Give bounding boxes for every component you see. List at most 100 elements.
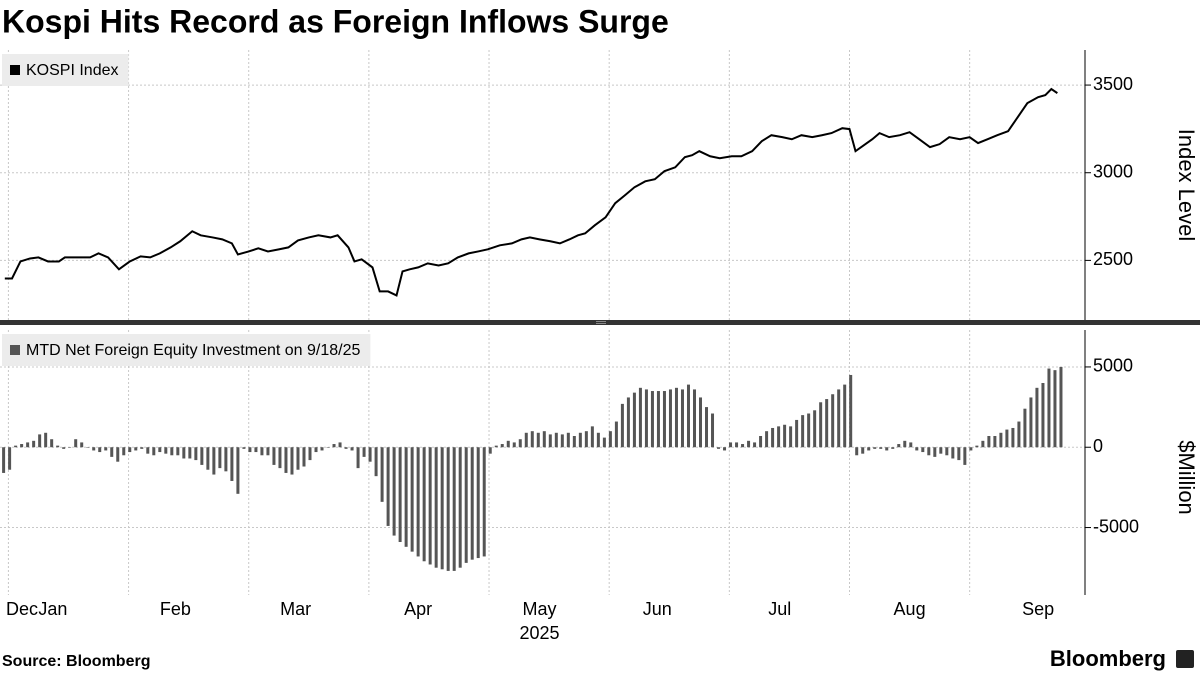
- bar: [140, 447, 144, 449]
- bar: [831, 394, 835, 448]
- source: Source: Bloomberg: [2, 653, 150, 670]
- bar: [873, 447, 877, 449]
- bar: [632, 392, 636, 448]
- bar: [404, 447, 408, 547]
- bar: [344, 447, 348, 449]
- bar: [686, 384, 690, 448]
- bar: [578, 432, 582, 448]
- bar: [218, 447, 222, 469]
- legend-swatch: [10, 65, 20, 75]
- bar: [1011, 427, 1015, 448]
- legend-label: KOSPI Index: [26, 62, 119, 79]
- bar: [1017, 421, 1021, 448]
- bar: [398, 447, 402, 542]
- x-tick-label: Jan: [38, 599, 67, 619]
- bar: [290, 447, 294, 475]
- bar: [668, 389, 672, 448]
- bar: [350, 447, 354, 451]
- bar: [825, 399, 829, 448]
- bar: [753, 442, 757, 448]
- bar: [338, 442, 342, 448]
- bar: [326, 447, 330, 448]
- bar: [1053, 370, 1057, 448]
- bar: [2, 447, 6, 473]
- bar: [741, 444, 745, 448]
- bar: [362, 447, 366, 457]
- bar: [146, 447, 150, 454]
- bar: [104, 447, 108, 451]
- bar: [242, 447, 246, 449]
- bar: [638, 387, 642, 448]
- bar: [494, 445, 498, 448]
- bar: [182, 447, 186, 459]
- bar: [38, 434, 42, 448]
- bar: [915, 447, 919, 451]
- bar: [296, 447, 300, 470]
- bar: [596, 432, 600, 448]
- bar: [1041, 383, 1045, 448]
- legend-box: [2, 54, 129, 86]
- y-tick-label: 3500: [1093, 74, 1133, 94]
- y-tick-label: 2500: [1093, 249, 1133, 269]
- title: Kospi Hits Record as Foreign Inflows Sur…: [2, 3, 669, 39]
- bar: [206, 447, 210, 470]
- x-tick-label: Apr: [404, 599, 432, 619]
- bar: [644, 389, 648, 448]
- bar: [717, 447, 721, 449]
- bar: [680, 389, 684, 448]
- bar: [380, 447, 384, 502]
- bar: [56, 445, 60, 448]
- bar: [554, 432, 558, 448]
- bar: [332, 444, 336, 448]
- legend-swatch: [10, 345, 20, 355]
- bar: [374, 447, 378, 477]
- bar: [602, 437, 606, 448]
- bar: [224, 447, 228, 472]
- bar: [80, 442, 84, 448]
- y-tick-label: -5000: [1093, 516, 1139, 536]
- bar: [963, 447, 967, 465]
- bar: [470, 447, 474, 560]
- bar: [891, 447, 895, 449]
- bar: [777, 426, 781, 448]
- bar: [74, 439, 78, 448]
- legend-label: MTD Net Foreign Equity Investment on 9/1…: [26, 342, 360, 359]
- bar: [1023, 408, 1027, 448]
- bar: [32, 440, 36, 448]
- bar: [879, 447, 883, 449]
- bar: [512, 442, 516, 448]
- bar: [674, 387, 678, 448]
- bar: [969, 447, 973, 451]
- bar: [482, 447, 486, 557]
- bar: [92, 447, 96, 451]
- bar: [861, 447, 865, 454]
- bar: [440, 447, 444, 570]
- bar: [230, 447, 234, 481]
- bar: [536, 432, 540, 448]
- bar: [933, 447, 937, 457]
- bar: [626, 397, 630, 448]
- bar: [416, 447, 420, 557]
- bar: [909, 442, 913, 448]
- bar: [650, 391, 654, 448]
- bar: [68, 447, 72, 448]
- bar: [1059, 366, 1063, 448]
- bar: [248, 447, 252, 453]
- bar: [464, 447, 468, 563]
- bar: [572, 436, 576, 448]
- bar: [723, 447, 727, 451]
- y-axis-label: $Million: [1174, 440, 1199, 515]
- bar: [999, 432, 1003, 448]
- bar: [656, 391, 660, 448]
- bar: [987, 436, 991, 448]
- bar: [951, 447, 955, 459]
- bar: [254, 447, 258, 453]
- bar: [620, 403, 624, 448]
- bar: [855, 447, 859, 456]
- x-tick-label: Mar: [280, 599, 311, 619]
- y-axis-label: Index Level: [1174, 129, 1199, 242]
- bar: [921, 447, 925, 453]
- bar: [284, 447, 288, 473]
- bar: [314, 447, 318, 453]
